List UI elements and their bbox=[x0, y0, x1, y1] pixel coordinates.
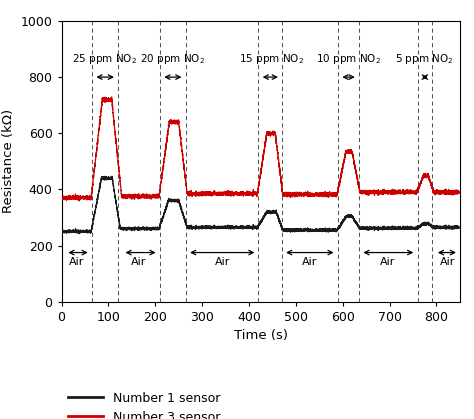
Y-axis label: Resistance (kΩ): Resistance (kΩ) bbox=[2, 109, 15, 213]
Text: 10 ppm NO$_2$: 10 ppm NO$_2$ bbox=[316, 52, 381, 66]
Legend: Number 1 sensor, Number 3 sensor: Number 1 sensor, Number 3 sensor bbox=[68, 392, 220, 419]
Text: 5 ppm NO$_2$: 5 ppm NO$_2$ bbox=[395, 52, 454, 66]
Text: Air: Air bbox=[380, 256, 395, 266]
Text: 15 ppm NO$_2$: 15 ppm NO$_2$ bbox=[238, 52, 303, 66]
Text: Air: Air bbox=[302, 256, 318, 266]
Text: 25 ppm NO$_2$: 25 ppm NO$_2$ bbox=[72, 52, 137, 66]
Text: Air: Air bbox=[440, 256, 456, 266]
X-axis label: Time (s): Time (s) bbox=[234, 329, 288, 342]
Text: Air: Air bbox=[215, 256, 230, 266]
Text: Air: Air bbox=[131, 256, 146, 266]
Text: 20 ppm NO$_2$: 20 ppm NO$_2$ bbox=[140, 52, 205, 66]
Text: Air: Air bbox=[69, 256, 85, 266]
